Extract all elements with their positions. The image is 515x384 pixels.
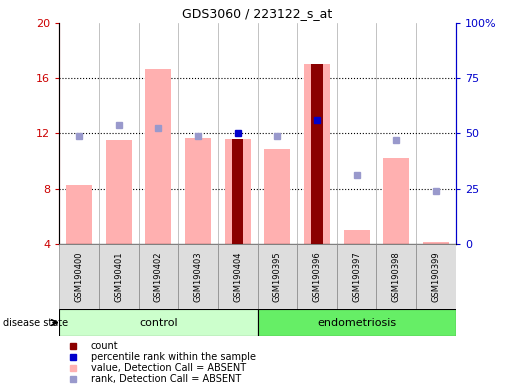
Title: GDS3060 / 223122_s_at: GDS3060 / 223122_s_at <box>182 7 333 20</box>
Bar <box>106 140 132 244</box>
Bar <box>178 244 218 309</box>
Bar <box>225 139 251 244</box>
Bar <box>297 244 337 309</box>
Bar <box>264 149 290 244</box>
Bar <box>232 139 243 244</box>
Text: GSM190400: GSM190400 <box>75 251 83 302</box>
Text: GSM190399: GSM190399 <box>432 251 440 302</box>
Bar <box>258 309 456 336</box>
Text: value, Detection Call = ABSENT: value, Detection Call = ABSENT <box>91 363 246 373</box>
Bar <box>416 244 456 309</box>
Bar <box>59 244 99 309</box>
Bar <box>423 242 449 244</box>
Bar <box>304 65 330 244</box>
Bar <box>99 244 139 309</box>
Bar <box>383 158 409 244</box>
Text: GSM190404: GSM190404 <box>233 251 242 302</box>
Bar <box>139 244 178 309</box>
Text: rank, Detection Call = ABSENT: rank, Detection Call = ABSENT <box>91 374 241 384</box>
Bar <box>337 244 376 309</box>
Bar <box>258 244 297 309</box>
Text: GSM190398: GSM190398 <box>392 251 401 302</box>
Text: GSM190402: GSM190402 <box>154 251 163 302</box>
Text: endometriosis: endometriosis <box>317 318 396 328</box>
Bar <box>185 137 211 244</box>
Text: GSM190395: GSM190395 <box>273 251 282 302</box>
Bar <box>66 184 92 244</box>
Text: disease state: disease state <box>3 318 67 328</box>
Bar <box>218 244 258 309</box>
Text: GSM190401: GSM190401 <box>114 251 123 302</box>
Bar <box>145 69 171 244</box>
Bar <box>376 244 416 309</box>
Text: control: control <box>139 318 178 328</box>
Bar <box>59 309 258 336</box>
Bar <box>344 230 370 244</box>
Text: GSM190396: GSM190396 <box>313 251 321 302</box>
Bar <box>312 65 322 244</box>
Text: GSM190403: GSM190403 <box>194 251 202 302</box>
Text: GSM190397: GSM190397 <box>352 251 361 302</box>
Text: percentile rank within the sample: percentile rank within the sample <box>91 352 256 362</box>
Text: count: count <box>91 341 118 351</box>
